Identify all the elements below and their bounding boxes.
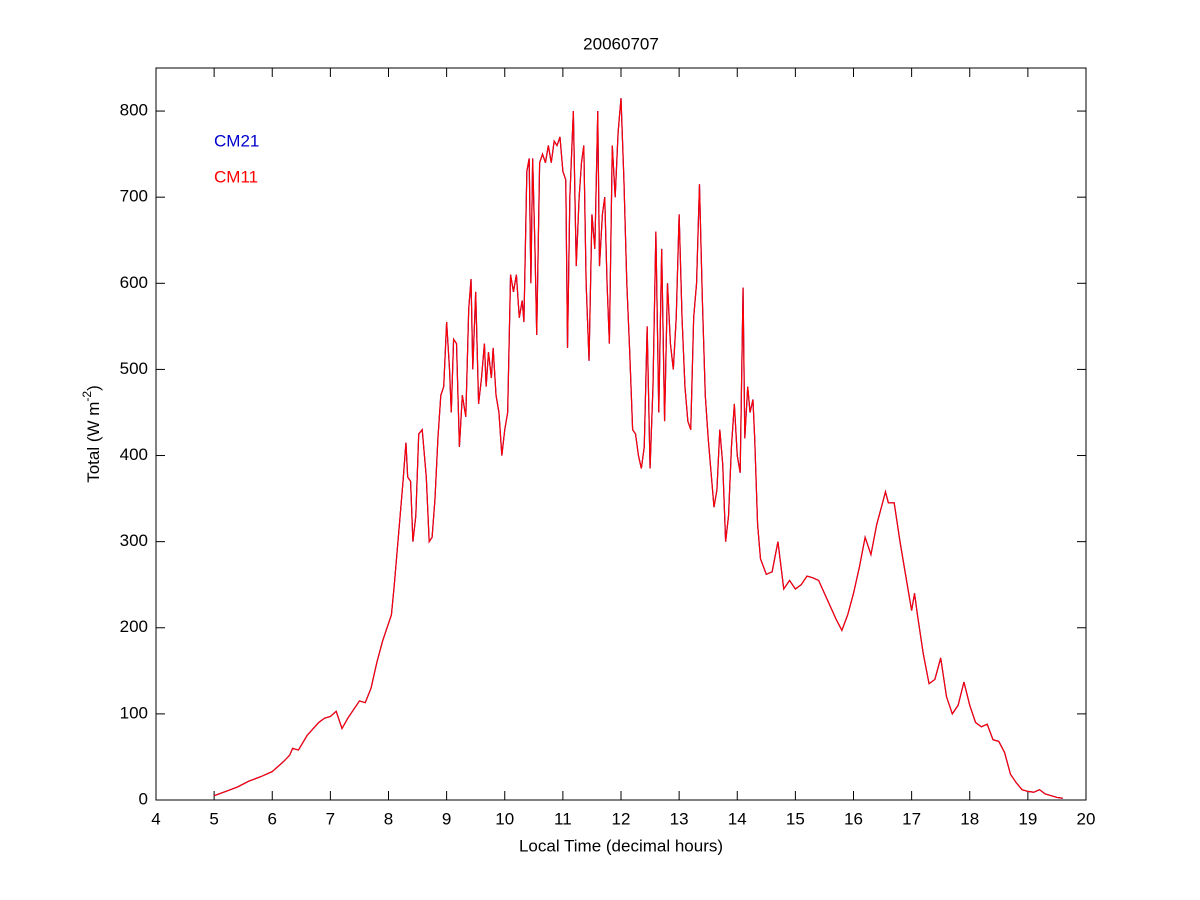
x-tick-label: 8 <box>384 809 393 828</box>
x-axis-label: Local Time (decimal hours) <box>519 836 723 855</box>
y-axis-label-tail: ) <box>84 385 103 391</box>
x-tick-label: 12 <box>612 809 631 828</box>
x-tick-label: 11 <box>554 809 572 828</box>
y-tick-label: 300 <box>120 531 148 550</box>
x-tick-label: 9 <box>442 809 451 828</box>
x-tick-label: 19 <box>1018 809 1037 828</box>
data-line <box>213 98 1063 799</box>
x-tick-label: 7 <box>326 809 335 828</box>
y-axis-label-main: Total (W m <box>84 402 103 483</box>
y-tick-label: 500 <box>120 359 148 378</box>
y-tick-label: 600 <box>120 273 148 292</box>
x-tick-label: 5 <box>209 809 218 828</box>
y-tick-label: 400 <box>120 445 148 464</box>
y-tick-label: 0 <box>139 789 148 808</box>
y-axis-label: Total (W m-2) <box>80 385 103 483</box>
y-tick-label: 100 <box>120 703 148 722</box>
x-tick-label: 14 <box>728 809 747 828</box>
x-tick-label: 13 <box>670 809 689 828</box>
x-tick-label: 18 <box>960 809 979 828</box>
y-tick-label: 700 <box>120 187 148 206</box>
x-tick-label: 17 <box>902 809 921 828</box>
x-tick-label: 6 <box>268 809 277 828</box>
x-tick-label: 4 <box>151 809 160 828</box>
x-tick-label: 16 <box>844 809 863 828</box>
y-tick-label: 800 <box>120 101 148 120</box>
x-tick-label: 20 <box>1077 809 1096 828</box>
legend-label: CM21 <box>214 131 259 150</box>
legend-label: CM11 <box>214 167 258 186</box>
x-tick-label: 10 <box>495 809 514 828</box>
y-axis-label-sup: -2 <box>80 391 94 402</box>
y-tick-label: 200 <box>120 617 148 636</box>
chart-title: 20060707 <box>583 34 659 53</box>
x-tick-label: 15 <box>786 809 805 828</box>
plot-area <box>155 67 1087 801</box>
